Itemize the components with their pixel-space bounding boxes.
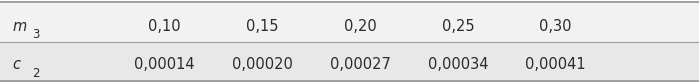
Text: 2: 2: [32, 67, 40, 80]
Bar: [0, 42, 699, 81]
Text: 0,15: 0,15: [246, 19, 278, 34]
Bar: [0, 2, 699, 42]
Text: 0,25: 0,25: [442, 19, 474, 34]
Text: 0,10: 0,10: [148, 19, 180, 34]
Text: c: c: [13, 57, 20, 72]
Text: 3: 3: [32, 28, 40, 41]
Text: 0,00027: 0,00027: [329, 57, 391, 72]
Text: 0,00034: 0,00034: [428, 57, 488, 72]
Text: m: m: [13, 19, 27, 34]
Text: 0,00041: 0,00041: [526, 57, 586, 72]
Text: 0,20: 0,20: [344, 19, 376, 34]
Text: 0,00020: 0,00020: [231, 57, 293, 72]
Text: 0,30: 0,30: [540, 19, 572, 34]
Text: 0,00014: 0,00014: [134, 57, 194, 72]
